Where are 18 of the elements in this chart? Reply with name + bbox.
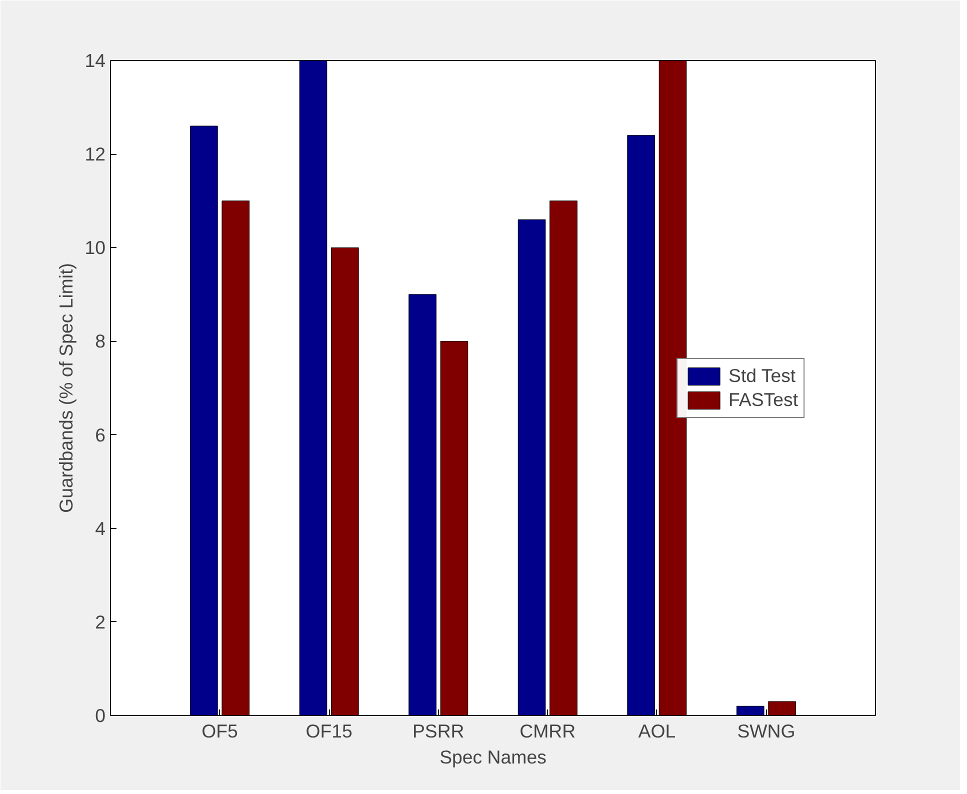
y-tick-label: 12 <box>84 144 106 165</box>
x-tick-label: AOL <box>638 720 676 742</box>
x-tick-label: SWNG <box>737 720 796 742</box>
y-tick-label: 14 <box>84 50 106 71</box>
y-tick-label: 0 <box>95 705 106 726</box>
y-axis-title: Guardbands (% of Spec Limit) <box>56 263 77 513</box>
x-tick-label: CMRR <box>520 720 576 742</box>
y-tick-label: 6 <box>95 424 106 446</box>
x-tick-label: OF5 <box>202 720 238 742</box>
y-tick-label: 10 <box>84 237 106 258</box>
legend-label: FASTest <box>728 388 798 410</box>
x-axis-title: Spec Names <box>440 746 546 768</box>
y-tick-label: 4 <box>95 518 106 539</box>
y-tick-label: 8 <box>95 330 106 352</box>
x-tick-label: PSRR <box>412 720 464 742</box>
y-tick-label: 2 <box>95 611 106 632</box>
x-tick-label: OF15 <box>306 720 352 742</box>
legend-label: Std Test <box>728 364 796 386</box>
